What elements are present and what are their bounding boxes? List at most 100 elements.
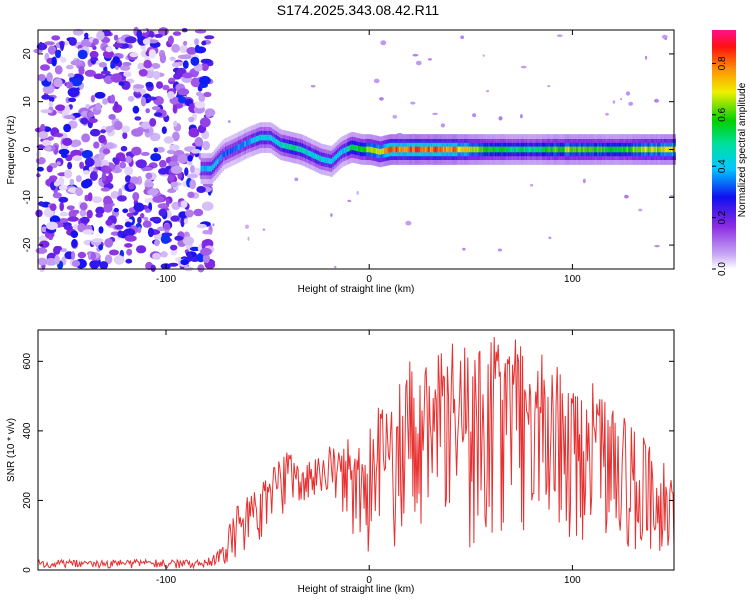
heatmap-ridge-cell	[616, 146, 620, 153]
heatmap-speckle-cell	[486, 90, 490, 93]
heatmap-ridge-cell	[231, 147, 234, 154]
heatmap-ridge-cell	[520, 146, 524, 153]
heatmap-ridge-cell	[408, 146, 411, 153]
snr-y-tick-label: 200	[22, 492, 33, 509]
snr-x-ticks: -100 0 100	[156, 330, 581, 586]
heatmap-ridge-cell	[381, 148, 384, 155]
heatmap-ridge-cell	[452, 146, 455, 153]
heatmap-noise-cell	[70, 60, 83, 66]
heatmap-noise-cell	[168, 77, 176, 82]
heatmap-ridge-cell	[338, 150, 342, 157]
heatmap-ridge-cell	[369, 146, 372, 153]
heatmap-ridge-cell	[356, 145, 359, 152]
heatmap-ridge-cell	[252, 137, 255, 144]
heatmap-noise-cell	[117, 230, 124, 238]
heatmap-ridge-cell	[387, 147, 390, 153]
heatmap-noise-cell	[119, 161, 127, 169]
heatmap-ridge-cell	[546, 146, 550, 153]
heatmap-ridge-cell	[299, 146, 303, 153]
heatmap-ridge-cell	[636, 146, 639, 153]
heatmap-noise-cell	[84, 69, 96, 77]
heatmap-noise-cell	[37, 257, 47, 266]
heatmap-noise-cell	[98, 244, 104, 251]
heatmap-ridge-cell	[590, 146, 594, 153]
heatmap-noise-cell	[126, 248, 133, 256]
heatmap-noise-cell	[167, 174, 175, 182]
heatmap-noise-cell	[143, 216, 149, 221]
heatmap-ridge-cell	[577, 146, 581, 153]
heatmap-noise-cell	[199, 75, 211, 85]
heatmap-noise-cell	[72, 155, 83, 162]
heatmap-ridge-cell	[298, 146, 301, 152]
heatmap-ridge-cell	[597, 146, 600, 153]
heatmap-noise-cell	[196, 186, 206, 193]
heatmap-noise-cell	[178, 96, 187, 104]
heatmap-noise-cell	[135, 159, 147, 169]
heatmap-ridge-cell	[303, 148, 306, 154]
heatmap-ridge-cell	[410, 146, 413, 153]
heatmap-ridge-cell	[358, 146, 361, 152]
heatmap-noise-cell	[79, 202, 88, 211]
heatmap-ridge-cell	[665, 146, 668, 153]
heatmap-noise-cell	[104, 254, 113, 265]
heatmap-noise-cell	[161, 126, 167, 134]
heatmap-noise-cell	[168, 262, 179, 267]
heatmap-ridge-cell	[540, 146, 543, 153]
heatmap-noise-cell	[146, 96, 157, 101]
colorbar-tick-label: 0.8	[717, 56, 728, 70]
heatmap-ridge-cell	[312, 152, 316, 159]
heatmap-ridge-cell	[434, 146, 437, 153]
heatmap-speckle-cell	[547, 85, 551, 88]
heatmap-ridge-cell	[413, 146, 416, 153]
heatmap-speckle-cell	[380, 40, 387, 46]
heatmap-noise-cell	[41, 139, 52, 147]
heatmap-ridge-cell	[372, 147, 376, 154]
heatmap-noise-cell	[110, 62, 115, 69]
heatmap-noise-cell	[82, 170, 90, 175]
heatmap-noise-cell	[195, 91, 203, 97]
heatmap-ridge-cell	[218, 156, 221, 163]
heatmap-ridge-cell	[633, 146, 636, 153]
heatmap-noise-cell	[105, 125, 114, 133]
heatmap-noise-cell	[38, 201, 44, 207]
heatmap-noise-cell	[45, 258, 57, 266]
heatmap-ridge-cell	[514, 146, 517, 153]
heatmap-noise-cell	[167, 189, 177, 193]
heatmap-noise-cell	[70, 78, 83, 87]
colorbar-tick-label: 0.2	[717, 210, 728, 224]
snr-line	[37, 336, 675, 570]
heatmap-noise-cell	[138, 68, 148, 77]
heatmap-ridge-cell	[411, 146, 415, 153]
heatmap-ridge-cell	[470, 146, 473, 153]
heatmap-ridge-cell	[584, 146, 587, 153]
heatmap-noise-cell	[190, 77, 201, 88]
heatmap-noise-cell	[108, 114, 116, 120]
heatmap-noise-cell	[46, 221, 58, 230]
heatmap-ridge-cell	[431, 146, 434, 153]
heatmap-ridge-cell	[353, 144, 356, 151]
heatmap-speckle-cell	[612, 100, 616, 104]
heatmap-ridge-cell	[403, 146, 407, 153]
heatmap-noise-cell	[118, 81, 125, 86]
heatmap-noise-cell	[35, 209, 43, 218]
heatmap-ridge-cell	[502, 146, 506, 153]
heatmap-speckle-cell	[530, 183, 534, 187]
spectrogram-y-ticks: -20 -10 0 10 20	[22, 48, 674, 252]
heatmap-noise-cell	[71, 260, 81, 267]
heatmap-speckle-cell	[605, 112, 609, 116]
heatmap-noise-cell	[125, 175, 131, 183]
heatmap-noise-cell	[114, 65, 120, 71]
heatmap-noise-cell	[179, 45, 189, 54]
heatmap-speckle-cell	[625, 91, 631, 96]
heatmap-ridge-cell	[407, 146, 410, 153]
heatmap-ridge-cell	[511, 146, 514, 153]
heatmap-ridge-cell	[376, 148, 379, 154]
heatmap-ridge-cell	[556, 146, 559, 153]
heatmap-noise-cell	[81, 133, 91, 143]
heatmap-noise-cell	[156, 81, 163, 89]
heatmap-ridge-cell	[496, 146, 499, 153]
heatmap-ridge-cell	[220, 154, 223, 161]
heatmap-noise-cell	[160, 234, 171, 245]
snr-y-ticks: 0 200 400 600	[22, 353, 674, 573]
